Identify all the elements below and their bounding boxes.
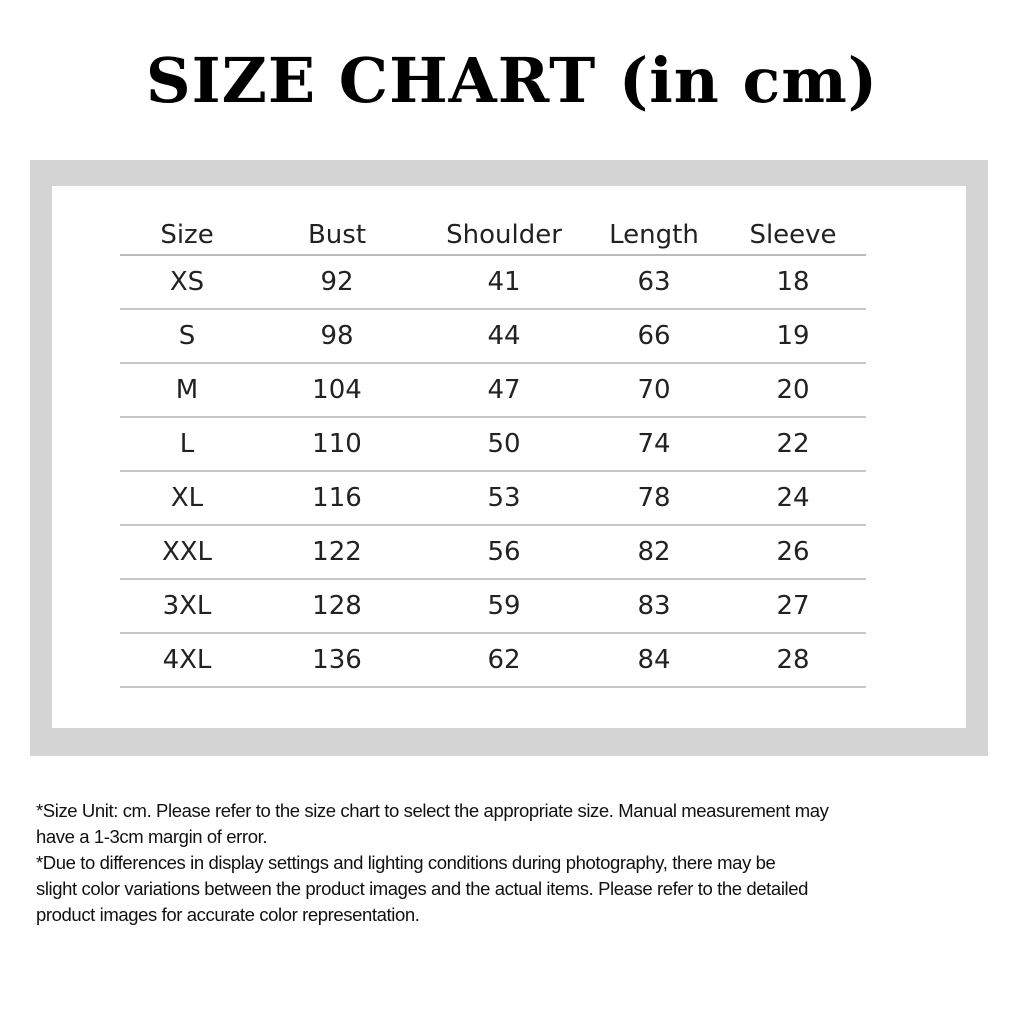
table-header-row: Size Bust Shoulder Length Sleeve [120,208,866,256]
cell-shoulder: 53 [420,471,588,526]
cell-length: 78 [588,471,720,526]
cell-size: M [120,363,254,418]
cell-bust: 104 [254,363,420,418]
cell-bust: 110 [254,417,420,472]
cell-size: L [120,417,254,472]
cell-size: XL [120,471,254,526]
column-header-sleeve: Sleeve [720,208,866,256]
cell-bust: 136 [254,633,420,688]
table-row: XL 116 53 78 24 [120,471,866,526]
column-header-size: Size [120,208,254,256]
cell-shoulder: 44 [420,309,588,364]
table-row: 4XL 136 62 84 28 [120,633,866,688]
size-notes: *Size Unit: cm. Please refer to the size… [36,798,829,928]
table-row: XS 92 41 63 18 [120,255,866,310]
cell-sleeve: 20 [720,363,866,418]
cell-shoulder: 56 [420,525,588,580]
page-title: SIZE CHART (in cm) [145,44,879,117]
cell-length: 83 [588,579,720,634]
table-row: 3XL 128 59 83 27 [120,579,866,634]
table-frame: Size Bust Shoulder Length Sleeve XS 92 41 6… [30,160,988,756]
cell-sleeve: 27 [720,579,866,634]
table-row: M 104 47 70 20 [120,363,866,418]
cell-length: 66 [588,309,720,364]
cell-bust: 122 [254,525,420,580]
cell-length: 63 [588,255,720,310]
note-line: *Due to differences in display settings … [36,852,776,873]
table-row: L 110 50 74 22 [120,417,866,472]
cell-shoulder: 62 [420,633,588,688]
cell-size: 4XL [120,633,254,688]
cell-shoulder: 41 [420,255,588,310]
cell-sleeve: 18 [720,255,866,310]
cell-length: 70 [588,363,720,418]
cell-sleeve: 19 [720,309,866,364]
note-line: product images for accurate color repres… [36,904,420,925]
cell-length: 74 [588,417,720,472]
column-header-bust: Bust [254,208,420,256]
cell-bust: 98 [254,309,420,364]
table-row: S 98 44 66 19 [120,309,866,364]
note-line: slight color variations between the prod… [36,878,809,899]
cell-shoulder: 59 [420,579,588,634]
cell-size: XS [120,255,254,310]
cell-sleeve: 26 [720,525,866,580]
cell-sleeve: 22 [720,417,866,472]
cell-length: 82 [588,525,720,580]
size-table: Size Bust Shoulder Length Sleeve XS 92 41 6… [120,208,866,688]
note-line: *Size Unit: cm. Please refer to the size… [36,800,829,821]
cell-shoulder: 47 [420,363,588,418]
cell-shoulder: 50 [420,417,588,472]
column-header-length: Length [588,208,720,256]
note-line: have a 1-3cm margin of error. [36,826,268,847]
cell-size: 3XL [120,579,254,634]
cell-sleeve: 24 [720,471,866,526]
cell-bust: 92 [254,255,420,310]
cell-sleeve: 28 [720,633,866,688]
table-panel: Size Bust Shoulder Length Sleeve XS 92 41 6… [52,186,966,728]
cell-bust: 116 [254,471,420,526]
cell-bust: 128 [254,579,420,634]
column-header-shoulder: Shoulder [420,208,588,256]
cell-size: XXL [120,525,254,580]
cell-length: 84 [588,633,720,688]
cell-size: S [120,309,254,364]
table-row: XXL 122 56 82 26 [120,525,866,580]
